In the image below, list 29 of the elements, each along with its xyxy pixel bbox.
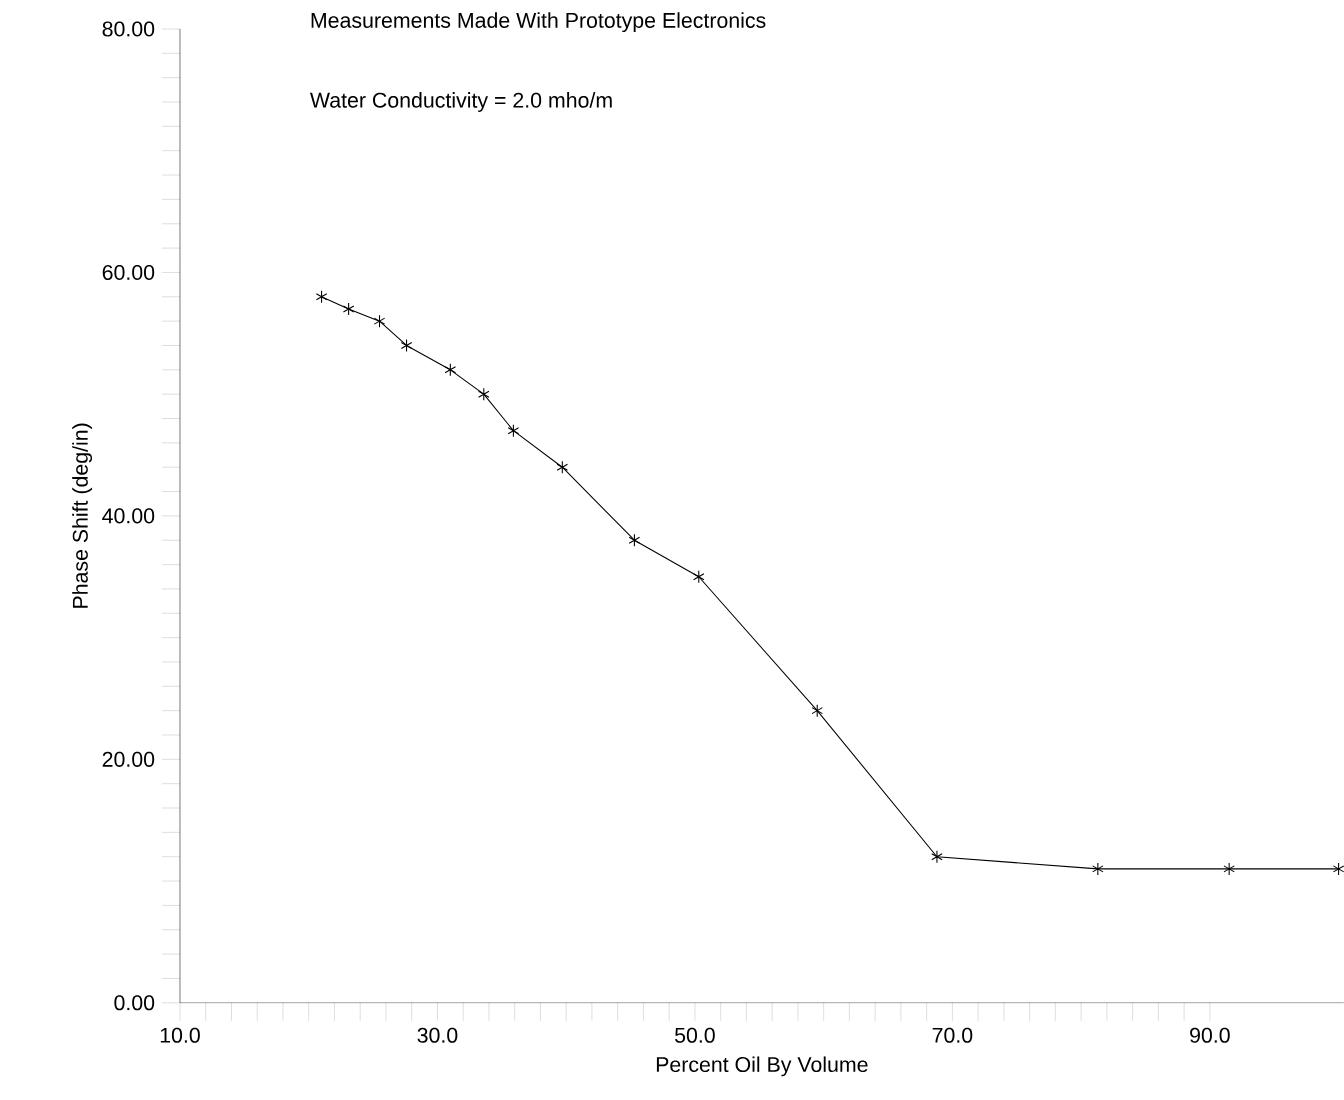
point — [931, 850, 943, 864]
x-tick-label: 30.0 — [417, 1027, 458, 1043]
point — [811, 704, 823, 718]
point — [342, 302, 355, 316]
x-tick-label: 70.0 — [932, 1027, 973, 1043]
y-tick-label: 40.00 — [102, 508, 155, 524]
point — [693, 570, 705, 584]
point — [373, 314, 386, 328]
chart-title: Measurements Made With Prototype Electronics — [311, 12, 766, 33]
point — [444, 363, 457, 377]
point — [400, 339, 413, 353]
x-tick-label: 10.0 — [160, 1027, 200, 1043]
text: Water Conductivity = 2.0 mho/m — [309, 92, 612, 113]
point — [1332, 862, 1344, 876]
point — [1223, 862, 1235, 876]
point — [628, 533, 641, 547]
point — [507, 424, 520, 438]
x-tick-label: 90.0 — [1190, 1027, 1230, 1043]
y-axis-title: Phase Shift (deg/in) — [72, 423, 93, 608]
point — [1092, 862, 1104, 876]
y-tick-label: 20.00 — [102, 751, 155, 767]
point — [556, 460, 569, 474]
y-tick-label: 80.00 — [102, 21, 155, 37]
y-tick-label: 60.00 — [102, 265, 155, 281]
x-tick-label: 50.0 — [675, 1027, 715, 1043]
point — [315, 290, 328, 304]
x-axis-title: Percent Oil By Volume — [656, 1056, 868, 1077]
y-tick-label: 0.00 — [114, 995, 155, 1011]
point — [478, 387, 490, 401]
